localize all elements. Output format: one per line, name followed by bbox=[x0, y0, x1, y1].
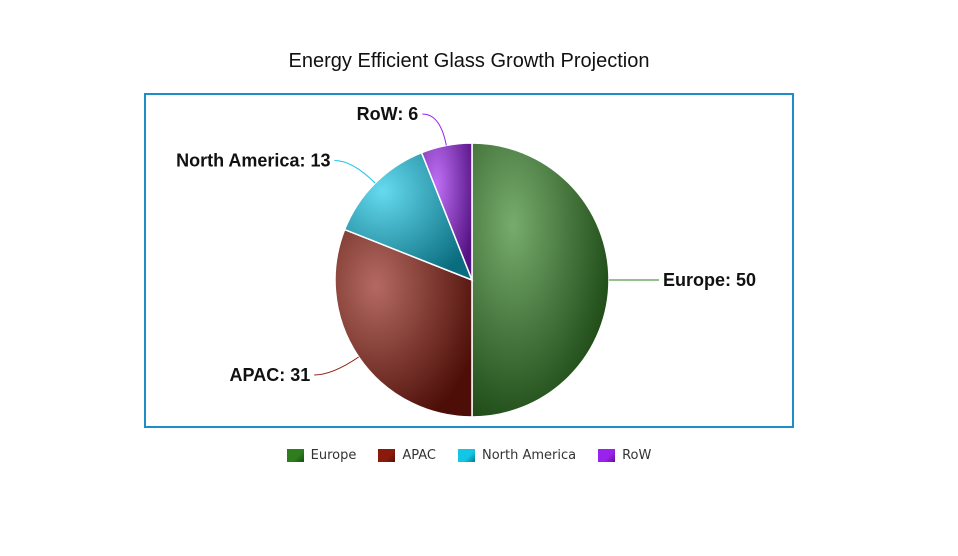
legend-label: Europe bbox=[310, 448, 357, 463]
legend-item-europe[interactable]: Europe bbox=[286, 448, 357, 463]
pie-slice-apac[interactable] bbox=[334, 228, 473, 418]
legend-swatch bbox=[378, 449, 396, 462]
legend-item-row[interactable]: RoW bbox=[598, 448, 651, 463]
leader-line bbox=[314, 356, 359, 376]
leader-line bbox=[422, 113, 447, 146]
data-label: RoW: 6 bbox=[357, 104, 419, 124]
legend-swatch bbox=[286, 449, 304, 462]
legend-swatch bbox=[457, 449, 475, 462]
pie-slice-europe[interactable] bbox=[471, 142, 610, 418]
pie-slice-north-america[interactable] bbox=[343, 151, 474, 282]
legend-item-north-america[interactable]: North America bbox=[457, 448, 577, 463]
legend-swatch bbox=[598, 449, 616, 462]
data-label: APAC: 31 bbox=[230, 365, 311, 385]
legend-label: RoW bbox=[622, 448, 652, 463]
legend-label: APAC bbox=[402, 448, 436, 463]
legend-label: North America bbox=[481, 448, 577, 463]
chart-title: Energy Efficient Glass Growth Projection bbox=[288, 50, 650, 72]
leader-line bbox=[334, 159, 376, 184]
legend-item-apac[interactable]: APAC bbox=[378, 448, 436, 463]
data-label: North America: 13 bbox=[176, 150, 330, 170]
plot-area-frame bbox=[144, 93, 794, 428]
data-label: Europe: 50 bbox=[663, 270, 756, 290]
chart-legend: Europe APAC North America RoW bbox=[0, 448, 938, 463]
pie-slice-row[interactable] bbox=[420, 142, 473, 281]
